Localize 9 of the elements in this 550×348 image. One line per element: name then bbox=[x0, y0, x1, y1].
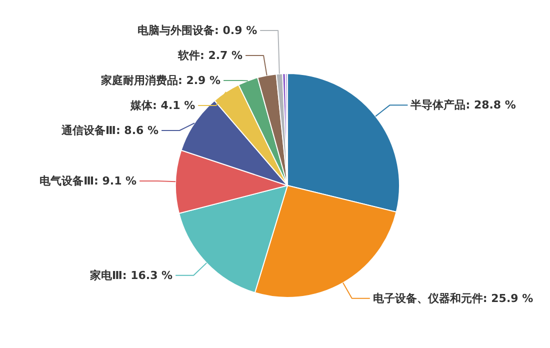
slice-label: 家电Ⅲ: 16.3 % bbox=[88, 268, 173, 282]
slice-label: 电气设备Ⅲ: 9.1 % bbox=[40, 174, 137, 188]
slice-label: 电子设备、仪器和元件: 25.9 % bbox=[372, 292, 534, 305]
slice-label: 媒体: 4.1 % bbox=[130, 99, 196, 112]
slice-label: 通信设备Ⅲ: 8.6 % bbox=[60, 124, 159, 137]
slice-label: 软件: 2.7 % bbox=[176, 49, 243, 62]
slice-label: 家庭耐用消费品: 2.9 % bbox=[100, 74, 221, 87]
slice-label: 半导体产品: 28.8 % bbox=[410, 98, 516, 112]
slice-label: 电脑与外围设备: 0.9 % bbox=[138, 24, 258, 37]
